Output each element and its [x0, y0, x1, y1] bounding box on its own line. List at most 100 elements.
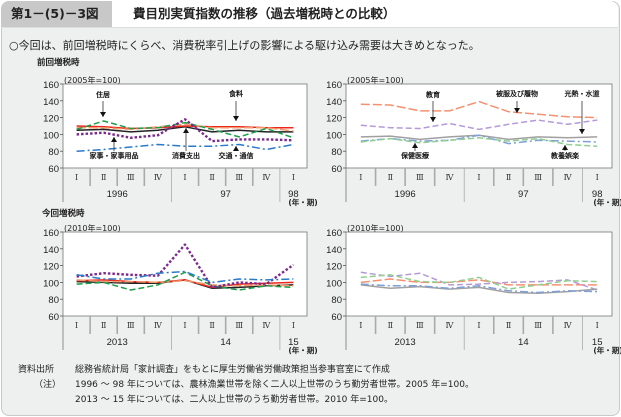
y-tick-label: 120: [43, 114, 59, 125]
quarter-label: Ⅳ: [564, 321, 573, 330]
annotation-arrow-head: [562, 145, 568, 150]
section-previous: 前回増税時: [37, 58, 80, 68]
series-line-4: [360, 274, 598, 290]
y-tick-label: 60: [48, 164, 59, 175]
y-tick-label: 120: [326, 114, 342, 125]
y-tick-label: 140: [43, 245, 59, 256]
year-label: 2013: [107, 337, 128, 348]
y-tick-label: 140: [43, 97, 59, 108]
annotation-arrow-head: [100, 112, 106, 117]
quarter-label: Ⅲ: [127, 321, 135, 330]
unit-label: (2005年=100): [64, 75, 121, 85]
annotation-label: 光熱・水道: [564, 89, 600, 98]
quarter-label: Ⅰ: [75, 173, 78, 182]
annotation-arrow-head: [183, 128, 189, 133]
series-line-3: [360, 283, 598, 294]
series-line-1: [360, 271, 598, 291]
quarter-label: Ⅰ: [359, 173, 362, 182]
y-tick-label: 80: [331, 147, 342, 158]
quarter-label: Ⅱ: [209, 173, 214, 182]
quarter-label: Ⅱ: [101, 173, 106, 182]
annotation-label: 教養娯楽: [550, 151, 580, 160]
year-label: 98: [288, 189, 299, 200]
lead-text: ○今回は、前回増税時にくらべ、消費税率引上げの影響による駆け込み需要は大きめとな…: [9, 39, 480, 52]
annotation-arrow-head: [514, 108, 520, 113]
y-tick-label: 100: [43, 130, 59, 141]
series-line-1: [360, 119, 598, 131]
year-label: 14: [518, 337, 529, 348]
series-line-5: [76, 270, 294, 284]
quarter-label: Ⅰ: [477, 321, 480, 330]
y-tick-label: 120: [43, 262, 59, 273]
y-tick-label: 80: [331, 295, 342, 306]
note-1: 1996 ～ 98 年については、農林漁業世帯を除く二人以上世帯のうち勤労者世帯…: [75, 380, 474, 390]
plot-area: [345, 83, 613, 169]
quarter-label: Ⅲ: [534, 173, 542, 182]
series-line-0: [360, 100, 598, 119]
series-line-2: [76, 123, 294, 132]
series-line-0: [360, 278, 598, 286]
figure-title: 費目別実質指数の推移（過去増税時との比較）: [133, 6, 396, 21]
unit-label: (2010年=100): [64, 223, 121, 233]
quarter-label: Ⅱ: [506, 321, 511, 330]
y-tick-label: 160: [43, 80, 59, 91]
y-tick-label: 80: [48, 147, 59, 158]
quarter-label: Ⅱ: [209, 321, 214, 330]
annotation-arrow-head: [233, 116, 239, 121]
quarter-label: Ⅲ: [534, 321, 542, 330]
quarter-label: Ⅳ: [445, 321, 454, 330]
quarter-label: Ⅰ: [477, 173, 480, 182]
series-line-1: [76, 279, 294, 289]
y-tick-label: 100: [326, 130, 342, 141]
year-label: 2013: [395, 337, 416, 348]
series-line-4: [76, 243, 295, 289]
series-line-2: [76, 279, 294, 287]
quarter-label: Ⅰ: [596, 173, 599, 182]
x-axis-unit: (年・期): [288, 197, 317, 207]
y-tick-label: 100: [43, 278, 59, 289]
quarter-label: Ⅳ: [564, 173, 573, 182]
annotation-arrow-head: [430, 117, 436, 122]
x-axis-unit: (年・期): [593, 345, 621, 355]
quarter-label: Ⅲ: [416, 321, 424, 330]
annotation-label: 食料: [228, 89, 243, 98]
series-line-0: [76, 126, 294, 133]
annotation-label: 教育: [425, 90, 440, 99]
year-label: 15: [592, 337, 603, 348]
series-line-4: [76, 118, 294, 143]
series-line-5: [76, 143, 294, 152]
annotation-label: 家事・家事用品: [90, 151, 139, 160]
y-tick-label: 120: [326, 262, 342, 273]
year-label: 97: [518, 189, 529, 200]
note-label: （注）: [34, 380, 62, 390]
year-label: 15: [288, 337, 299, 348]
source-text: 総務省統計局「家計調査」をもとに厚生労働省労働政策担当参事官室にて作成: [75, 365, 390, 375]
quarter-label: Ⅲ: [127, 173, 135, 182]
quarter-label: Ⅱ: [388, 321, 393, 330]
y-tick-label: 140: [326, 245, 342, 256]
x-axis-unit: (年・期): [593, 197, 621, 207]
annotation-arrow-head: [579, 129, 585, 134]
annotation-label: 交通・通信: [219, 151, 254, 160]
series-line-4: [360, 137, 598, 147]
y-tick-label: 60: [331, 312, 342, 323]
quarter-label: Ⅰ: [75, 321, 78, 330]
quarter-label: Ⅳ: [154, 321, 163, 330]
quarter-label: Ⅳ: [262, 173, 271, 182]
y-tick-label: 160: [43, 228, 59, 239]
quarter-label: Ⅰ: [292, 173, 295, 182]
quarter-label: Ⅰ: [292, 321, 295, 330]
unit-label: (2005年=100): [347, 75, 404, 85]
annotation-arrow-head: [111, 137, 117, 142]
year-label: 97: [220, 189, 231, 200]
annotation-label: 消費支出: [172, 151, 200, 160]
y-tick-label: 80: [48, 295, 59, 306]
annotation-label: 住居: [96, 90, 110, 99]
series-line-2: [360, 284, 598, 295]
quarter-label: Ⅰ: [596, 321, 599, 330]
year-label: 1996: [395, 189, 416, 200]
year-label: 1996: [107, 189, 128, 200]
y-tick-label: 100: [326, 278, 342, 289]
quarter-label: Ⅳ: [154, 173, 163, 182]
